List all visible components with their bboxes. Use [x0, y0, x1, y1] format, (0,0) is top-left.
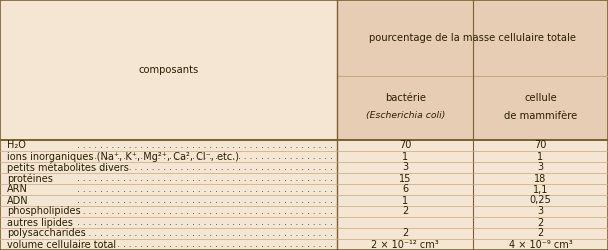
- Text: 2 × 10⁻¹² cm³: 2 × 10⁻¹² cm³: [371, 240, 439, 250]
- Text: composants: composants: [139, 65, 199, 75]
- Text: petits métabolites divers: petits métabolites divers: [7, 162, 129, 173]
- Text: 15: 15: [399, 174, 412, 184]
- Text: ARN: ARN: [7, 184, 28, 194]
- Text: 3: 3: [402, 162, 409, 172]
- Text: ADN: ADN: [7, 196, 29, 205]
- Bar: [337, 0, 608, 140]
- Text: 70: 70: [399, 140, 412, 150]
- Text: bactérie: bactérie: [385, 93, 426, 103]
- Text: . . . . . . . . . . . . . . . . . . . . . . . . . . . . . . . . . . . . . . . . : . . . . . . . . . . . . . . . . . . . . …: [77, 240, 333, 249]
- Text: de mammifère: de mammifère: [504, 110, 577, 121]
- Text: . . . . . . . . . . . . . . . . . . . . . . . . . . . . . . . . . . . . . . . . : . . . . . . . . . . . . . . . . . . . . …: [77, 218, 333, 227]
- Text: . . . . . . . . . . . . . . . . . . . . . . . . . . . . . . . . . . . . . . . . : . . . . . . . . . . . . . . . . . . . . …: [77, 163, 333, 172]
- Text: . . . . . . . . . . . . . . . . . . . . . . . . . . . . . . . . . . . . . . . . : . . . . . . . . . . . . . . . . . . . . …: [77, 196, 333, 205]
- Text: 0,25: 0,25: [530, 196, 551, 205]
- Text: . . . . . . . . . . . . . . . . . . . . . . . . . . . . . . . . . . . . . . . . : . . . . . . . . . . . . . . . . . . . . …: [77, 174, 333, 183]
- Text: 2: 2: [402, 206, 409, 216]
- Text: pourcentage de la masse cellulaire totale: pourcentage de la masse cellulaire total…: [369, 33, 576, 43]
- Text: 2: 2: [537, 218, 544, 228]
- Text: . . . . . . . . . . . . . . . . . . . . . . . . . . . . . . . . . . . . . . . . : . . . . . . . . . . . . . . . . . . . . …: [77, 152, 333, 161]
- Text: (Escherichia coli): (Escherichia coli): [365, 111, 445, 120]
- Text: . . . . . . . . . . . . . . . . . . . . . . . . . . . . . . . . . . . . . . . . : . . . . . . . . . . . . . . . . . . . . …: [77, 229, 333, 238]
- Text: 3: 3: [537, 206, 544, 216]
- Text: H₂O: H₂O: [7, 140, 26, 150]
- Text: 1: 1: [402, 152, 409, 162]
- Text: phospholipides: phospholipides: [7, 206, 81, 216]
- Text: cellule: cellule: [524, 93, 557, 103]
- Text: protéines: protéines: [7, 173, 53, 184]
- Text: 1,1: 1,1: [533, 184, 548, 194]
- Text: 2: 2: [537, 228, 544, 238]
- Text: 2: 2: [402, 228, 409, 238]
- Text: ions inorganiques (Na⁺, K⁺, Mg²⁺, Ca², Cl⁻, etc.): ions inorganiques (Na⁺, K⁺, Mg²⁺, Ca², C…: [7, 152, 240, 162]
- Text: 70: 70: [534, 140, 547, 150]
- Text: . . . . . . . . . . . . . . . . . . . . . . . . . . . . . . . . . . . . . . . . : . . . . . . . . . . . . . . . . . . . . …: [77, 207, 333, 216]
- Text: volume cellulaire total: volume cellulaire total: [7, 240, 116, 250]
- Text: . . . . . . . . . . . . . . . . . . . . . . . . . . . . . . . . . . . . . . . . : . . . . . . . . . . . . . . . . . . . . …: [77, 141, 333, 150]
- Text: autres lipides: autres lipides: [7, 218, 73, 228]
- Text: 3: 3: [537, 162, 544, 172]
- Text: 1: 1: [537, 152, 544, 162]
- Text: 6: 6: [402, 184, 409, 194]
- Text: . . . . . . . . . . . . . . . . . . . . . . . . . . . . . . . . . . . . . . . . : . . . . . . . . . . . . . . . . . . . . …: [77, 185, 333, 194]
- Text: 4 × 10⁻⁹ cm³: 4 × 10⁻⁹ cm³: [509, 240, 572, 250]
- Text: 18: 18: [534, 174, 547, 184]
- Text: 1: 1: [402, 196, 409, 205]
- Text: polysaccharides: polysaccharides: [7, 228, 86, 238]
